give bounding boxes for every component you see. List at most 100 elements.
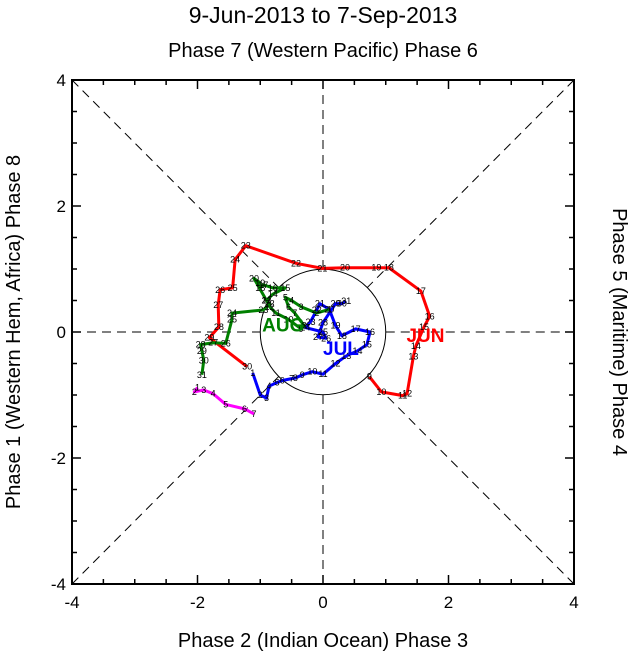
day-label: 8 — [293, 373, 298, 383]
day-label: 14 — [411, 341, 421, 351]
day-label: 2 — [314, 308, 319, 318]
day-label: 3 — [201, 385, 206, 395]
day-label: 31 — [341, 296, 351, 306]
y-tick-label: -2 — [51, 449, 66, 468]
day-label: 4 — [267, 381, 272, 391]
day-label: 4 — [211, 389, 216, 399]
x-tick-label: -2 — [190, 593, 205, 612]
day-label: 9 — [300, 370, 305, 380]
day-label: 23 — [258, 305, 268, 315]
diagonal-guide-line — [367, 79, 575, 288]
day-label: 23 — [241, 241, 251, 251]
y-tick-label: 0 — [57, 323, 66, 342]
day-label: 26 — [321, 333, 331, 343]
day-label: 5 — [275, 377, 280, 387]
series-line-sep — [192, 386, 255, 416]
day-label: 14 — [268, 289, 278, 299]
day-label: 19 — [255, 278, 265, 288]
day-label: 9 — [367, 372, 372, 382]
day-label: 16 — [425, 311, 435, 321]
day-label: 20 — [324, 304, 334, 314]
day-label: 17 — [351, 324, 361, 334]
day-label: 5 — [283, 292, 288, 302]
x-tick-label: 2 — [444, 593, 453, 612]
day-label: 13 — [262, 296, 272, 306]
day-label: 19 — [331, 321, 341, 331]
day-label: 1 — [195, 382, 200, 392]
y-tick-label: -4 — [51, 575, 66, 594]
y-tick-label: 2 — [57, 197, 66, 216]
day-label: 7 — [292, 308, 297, 318]
day-label: 2 — [192, 387, 197, 397]
day-label: 19 — [371, 263, 381, 273]
day-label: 25 — [318, 327, 328, 337]
day-label: 23 — [305, 317, 315, 327]
day-label: 25 — [228, 283, 238, 293]
day-label: 6 — [286, 302, 291, 312]
day-label: 4 — [289, 296, 294, 306]
day-label: 13 — [408, 352, 418, 362]
right-phase-label: Phase 5 (Maritime) Phase 4 — [608, 208, 628, 456]
day-label: 29 — [204, 333, 214, 343]
day-label: 2 — [258, 390, 263, 400]
day-label: 18 — [337, 331, 347, 341]
day-label: 7 — [289, 374, 294, 384]
day-label: 3 — [299, 302, 304, 312]
day-label: 20 — [340, 263, 350, 273]
day-label: 12 — [331, 359, 341, 369]
day-label: 28 — [196, 340, 206, 350]
day-label: 21 — [317, 263, 327, 273]
day-label: 29 — [331, 299, 341, 309]
chart-title: 9-Jun-2013 to 7-Sep-2013 — [189, 2, 458, 28]
month-label-jun: JUN — [406, 326, 444, 347]
series-line-jun — [207, 244, 432, 398]
month-label-aug: AUG — [262, 315, 304, 336]
day-label: 20 — [249, 273, 259, 283]
day-label: 16 — [268, 283, 278, 293]
day-label: 18 — [255, 283, 265, 293]
day-label: 1 — [250, 368, 255, 378]
day-label: 10 — [283, 314, 293, 324]
series-layer: 910 1112131415161718192021222324252627282… — [192, 241, 445, 419]
day-label: 11 — [271, 308, 280, 318]
day-label: 7 — [251, 409, 256, 419]
day-label: 17 — [416, 286, 426, 296]
x-tick-label: 4 — [569, 593, 578, 612]
day-label: 27 — [213, 300, 223, 310]
day-label: 27 — [208, 338, 218, 348]
day-label: 12 — [265, 302, 275, 312]
series-line-aug — [199, 276, 330, 376]
day-label: 22 — [291, 258, 301, 268]
day-label: 15 — [362, 340, 372, 350]
day-label: 3 — [264, 393, 269, 403]
day-label: 24 — [300, 323, 310, 333]
day-label: 1 — [327, 304, 332, 314]
day-label: 11 — [398, 391, 407, 401]
day-label: 12 — [402, 389, 412, 399]
diagonal-guide-line — [71, 79, 279, 288]
day-label: 24 — [230, 255, 240, 265]
day-label: 15 — [419, 322, 429, 332]
day-label: 15 — [280, 283, 290, 293]
day-label: 30 — [242, 362, 252, 372]
day-label: 30 — [337, 299, 347, 309]
day-label: 11 — [318, 369, 327, 379]
day-label: 6 — [242, 404, 247, 414]
day-label: 30 — [199, 355, 209, 365]
day-label: 13 — [341, 351, 351, 361]
day-label: 22 — [265, 299, 275, 309]
day-label: 14 — [353, 346, 363, 356]
series-line-jul — [251, 299, 372, 400]
day-label: 22 — [312, 305, 322, 315]
day-label: 28 — [214, 322, 224, 332]
day-label: 21 — [262, 296, 272, 306]
day-label: 26 — [221, 338, 231, 348]
day-label: 10 — [307, 367, 317, 377]
day-label: 28 — [318, 318, 328, 328]
day-label: 8 — [302, 321, 307, 331]
day-label: 31 — [197, 370, 207, 380]
day-label: 5 — [223, 399, 228, 409]
bottom-phase-label: Phase 2 (Indian Ocean) Phase 3 — [178, 630, 468, 652]
day-label: 27 — [313, 332, 323, 342]
